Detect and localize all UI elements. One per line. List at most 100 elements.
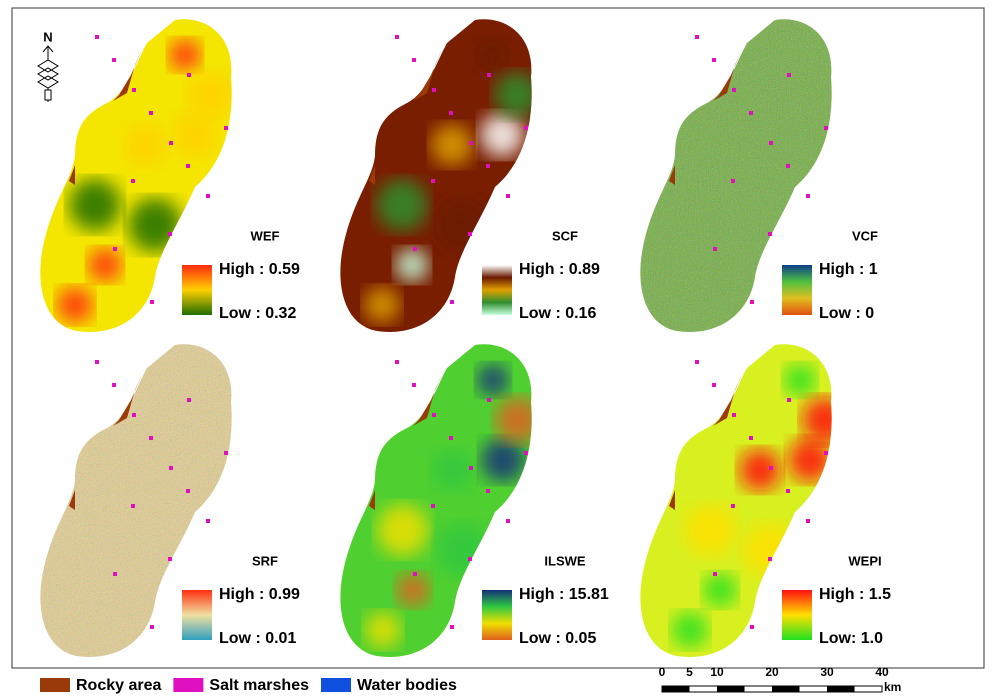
salt-marsh — [206, 519, 210, 523]
legend-low: Low: 1.0 — [819, 630, 883, 647]
salt-marsh — [695, 35, 699, 39]
salt-marsh — [168, 557, 172, 561]
panel-title: WEPI — [848, 553, 881, 568]
salt-marsh — [95, 360, 99, 364]
map-blob — [739, 449, 781, 491]
salt-marsh — [769, 141, 773, 145]
map-blob — [784, 364, 816, 396]
salt-marsh — [150, 300, 154, 304]
scale-unit: km — [884, 680, 901, 694]
legend-high: High : 0.89 — [519, 261, 600, 278]
legend-low: Low : 0.01 — [219, 630, 296, 647]
panel-title: ILSWE — [544, 553, 585, 568]
salt-marsh — [395, 360, 399, 364]
map-base — [335, 15, 545, 345]
map-base — [635, 340, 845, 670]
legend-label: Water bodies — [357, 677, 457, 694]
salt-marsh — [769, 466, 773, 470]
map-blob — [173, 113, 217, 157]
map-blob — [376, 179, 428, 231]
map-blob — [672, 612, 708, 648]
salt-marsh — [468, 557, 472, 561]
map-blob — [436, 523, 490, 577]
legend-high: High : 0.99 — [219, 586, 300, 603]
map-blob — [788, 438, 832, 482]
map-panel: SRFHigh : 0.99Low : 0.01 — [35, 340, 300, 670]
map-blob — [377, 504, 429, 556]
map-blob — [476, 39, 508, 71]
map — [335, 340, 545, 670]
map-blob — [69, 179, 121, 231]
scale-label: 30 — [820, 665, 834, 679]
map-blob — [481, 438, 525, 482]
map-blob — [743, 523, 797, 577]
salt-marsh — [186, 489, 190, 493]
legend-high: High : 15.81 — [519, 586, 609, 603]
legend-ramp — [482, 590, 512, 640]
scale-label: 10 — [710, 665, 724, 679]
map-blob — [494, 72, 540, 118]
salt-marsh — [113, 247, 117, 251]
map-panel: WEF High : 0.59 Low : 0.32 — [35, 15, 300, 345]
salt-marsh — [712, 383, 716, 387]
salt-marsh — [95, 35, 99, 39]
salt-marsh — [749, 436, 753, 440]
map-panel: VCFHigh : 1Low : 0 — [635, 15, 878, 345]
salt-marsh — [132, 413, 136, 417]
salt-marsh — [113, 572, 117, 576]
salt-marsh — [449, 436, 453, 440]
salt-marsh — [412, 383, 416, 387]
scale-label: 5 — [686, 665, 693, 679]
map-blob — [432, 449, 474, 491]
legend-ramp — [182, 590, 212, 640]
panel-title: VCF — [852, 228, 878, 243]
map-blob — [396, 573, 430, 607]
map-blob — [88, 248, 122, 282]
salt-marsh — [112, 383, 116, 387]
salt-marsh — [749, 111, 753, 115]
north-label: N — [43, 29, 52, 44]
map-blob — [684, 504, 736, 556]
salt-marsh — [712, 58, 716, 62]
map-blob — [431, 124, 473, 166]
salt-marsh — [787, 73, 791, 77]
legend-high: High : 0.59 — [219, 261, 300, 278]
map — [335, 15, 545, 345]
salt-marsh — [524, 451, 528, 455]
map-blob — [365, 612, 401, 648]
salt-marsh — [487, 73, 491, 77]
salt-marsh — [431, 179, 435, 183]
salt-marsh — [412, 58, 416, 62]
salt-marsh — [731, 179, 735, 183]
salt-marsh — [824, 126, 828, 130]
salt-marsh — [731, 504, 735, 508]
salt-marsh — [524, 126, 528, 130]
salt-marsh — [506, 519, 510, 523]
map-blob — [128, 198, 182, 252]
salt-marsh — [469, 466, 473, 470]
salt-marsh — [432, 413, 436, 417]
scale-label: 40 — [875, 665, 889, 679]
legend-ramp — [782, 265, 812, 315]
legend-low: Low : 0.32 — [219, 305, 296, 322]
salt-marsh — [187, 398, 191, 402]
legend-swatch — [173, 678, 203, 692]
scale-label: 20 — [765, 665, 779, 679]
salt-marsh — [786, 489, 790, 493]
salt-marsh — [786, 164, 790, 168]
salt-marsh — [169, 466, 173, 470]
salt-marsh — [486, 489, 490, 493]
salt-marsh — [131, 179, 135, 183]
salt-marsh — [449, 111, 453, 115]
salt-marsh — [450, 300, 454, 304]
map-blob — [187, 72, 233, 118]
legend-high: High : 1.5 — [819, 586, 891, 603]
legend-low: Low : 0.16 — [519, 305, 596, 322]
salt-marsh — [149, 111, 153, 115]
salt-marsh — [224, 451, 228, 455]
legend-high: High : 1 — [819, 261, 878, 278]
legend-label: Rocky area — [76, 677, 161, 694]
map-noise — [35, 340, 245, 670]
panel-title: WEF — [251, 228, 280, 243]
